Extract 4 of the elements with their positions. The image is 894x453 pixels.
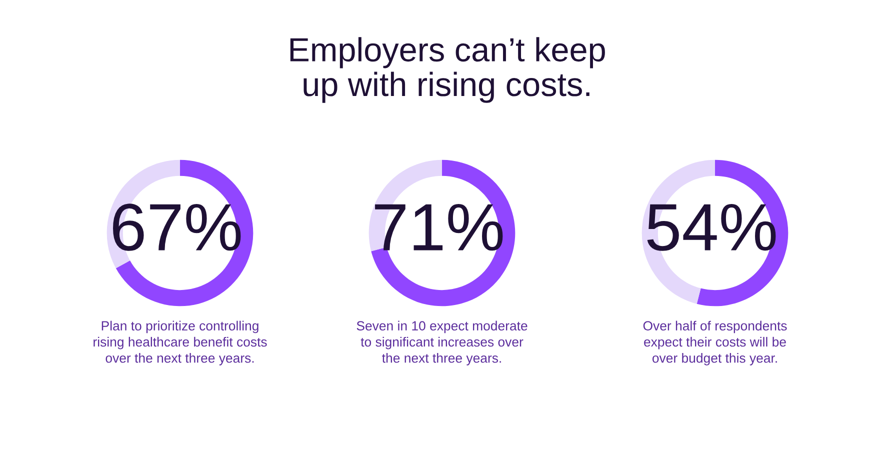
- text: Plan to prioritize controlling rising healthcare benefit costs over the next three years.: [94, 320, 267, 366]
- text: Over half of respondents expect their costs will be over budget this year.: [643, 320, 787, 366]
- text: Seven in 10 expect moderate to significant increases over the next three years.: [356, 320, 528, 366]
- chart-title: Employers can’t keep up with rising costs.: [290, 37, 605, 103]
